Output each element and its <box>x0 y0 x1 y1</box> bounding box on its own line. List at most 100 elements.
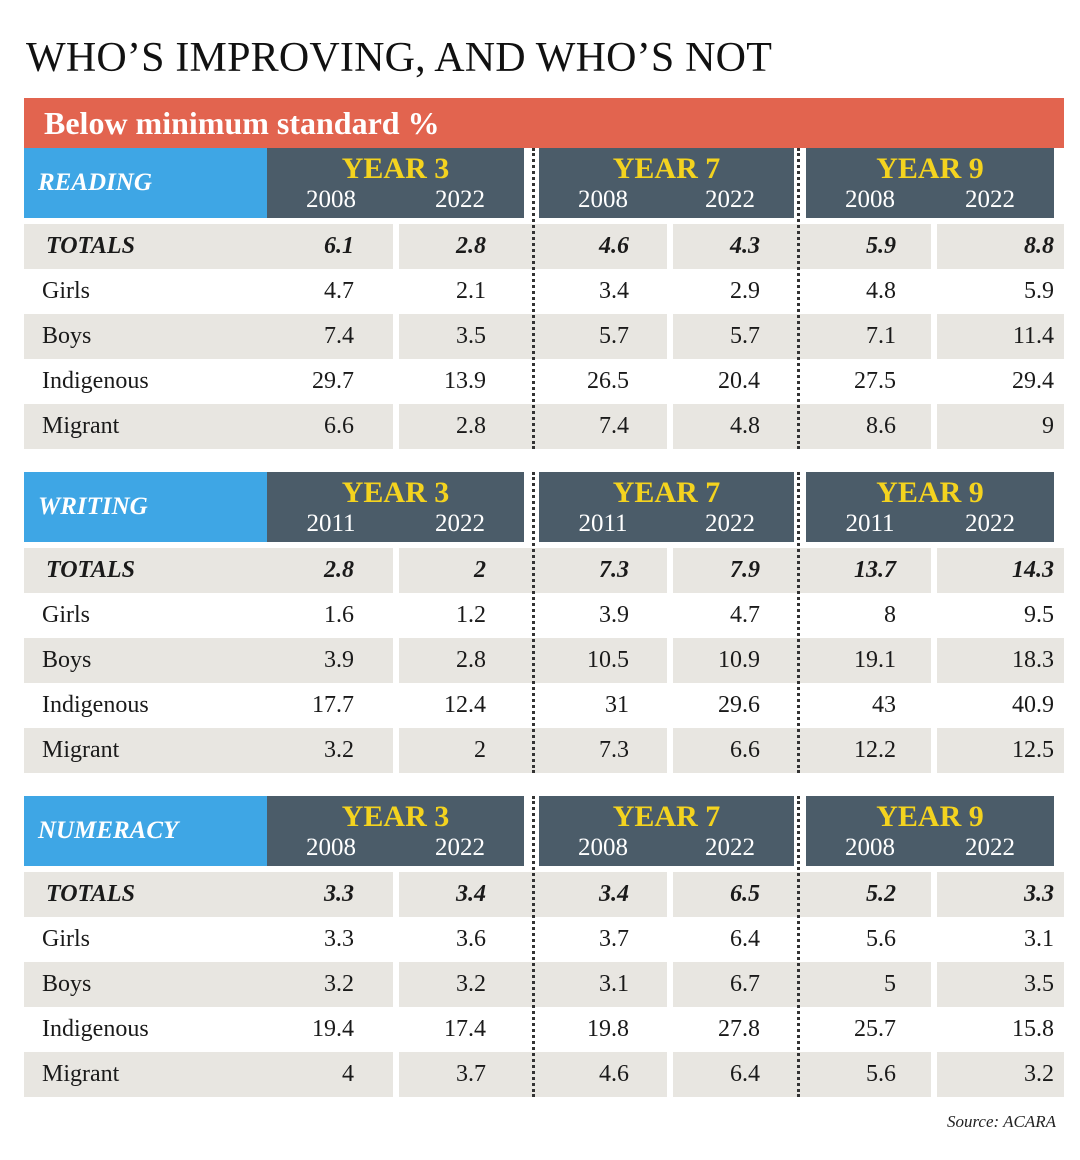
table-cell: 27.8 <box>718 1016 760 1042</box>
table-cell: 7.9 <box>730 557 760 583</box>
table-cell: 5.6 <box>866 926 896 952</box>
table-cell: 6.1 <box>324 233 354 259</box>
table-cell: 4.6 <box>599 233 629 259</box>
row-label: Boys <box>42 323 92 349</box>
table-cell: 7.4 <box>599 413 629 439</box>
year-column-label: 2022 <box>435 186 485 213</box>
table-row: Migrant 4 3.7 4.6 6.4 5.6 3.2 <box>24 1052 1064 1097</box>
year-column-label: 2022 <box>435 834 485 861</box>
column-separator <box>393 872 399 1097</box>
year-column-label: 2022 <box>705 834 755 861</box>
table-cell: 4.6 <box>599 1061 629 1087</box>
row-label: Indigenous <box>42 368 149 394</box>
year-name: YEAR 3 <box>341 800 450 833</box>
table-cell: 8.6 <box>866 413 896 439</box>
table-cell: 1.6 <box>324 602 354 628</box>
row-label: Migrant <box>42 737 120 763</box>
table-row: Boys 7.4 3.5 5.7 5.7 7.1 11.4 <box>24 314 1064 359</box>
table-cell: 9.5 <box>1024 602 1054 628</box>
year-column-label: 2022 <box>965 186 1015 213</box>
banner: Below minimum standard % <box>24 98 1064 148</box>
table-cell: 3.3 <box>324 926 354 952</box>
table-row: Migrant 6.6 2.8 7.4 4.8 8.6 9 <box>24 404 1064 449</box>
table-cell: 10.5 <box>587 647 629 673</box>
table-cell: 5.7 <box>730 323 760 349</box>
table-cell: 29.6 <box>718 692 760 718</box>
section-numeracy: NUMERACY YEAR 3 2008 2022 YEAR 7 2008 2022 YEAR… <box>24 796 1064 1104</box>
year-header: YEAR 7 2008 2022 <box>539 796 794 866</box>
table-row: Indigenous 17.7 12.4 31 29.6 43 40.9 <box>24 683 1064 728</box>
row-label: TOTALS <box>46 881 135 907</box>
table-cell: 19.1 <box>854 647 896 673</box>
table-cell: 3.9 <box>324 647 354 673</box>
row-label: Girls <box>42 926 90 952</box>
year-name: YEAR 7 <box>612 800 721 833</box>
year-column-label: 2011 <box>845 510 895 537</box>
column-separator <box>667 548 673 773</box>
table-cell: 3.6 <box>456 926 486 952</box>
table-cell: 6.7 <box>730 971 760 997</box>
table-cell: 3.4 <box>599 881 629 907</box>
table-cell: 4.3 <box>730 233 760 259</box>
table-cell: 12.5 <box>1012 737 1054 763</box>
year-header: YEAR 3 2011 2022 <box>267 472 524 542</box>
table-cell: 6.4 <box>730 1061 760 1087</box>
table-cell: 26.5 <box>587 368 629 394</box>
column-separator <box>931 224 937 449</box>
year-column-label: 2022 <box>435 510 485 537</box>
table-cell: 2.8 <box>456 647 486 673</box>
year-column-label: 2022 <box>965 510 1015 537</box>
table-cell: 19.4 <box>312 1016 354 1042</box>
year-column-label: 2008 <box>306 186 356 213</box>
table-cell: 2.8 <box>324 557 354 583</box>
table-cell: 3.3 <box>324 881 354 907</box>
table-row: Migrant 3.2 2 7.3 6.6 12.2 12.5 <box>24 728 1064 773</box>
year-header: YEAR 9 2008 2022 <box>806 796 1054 866</box>
table-cell: 1.2 <box>456 602 486 628</box>
row-label: Girls <box>42 602 90 628</box>
table-cell: 4.7 <box>730 602 760 628</box>
table-cell: 3.1 <box>1024 926 1054 952</box>
section-reading: READING YEAR 3 2008 2022 YEAR 7 2008 2022 YEAR … <box>24 148 1064 456</box>
year-column-label: 2008 <box>845 834 895 861</box>
year-header: YEAR 9 2011 2022 <box>806 472 1054 542</box>
table-cell: 4.8 <box>730 413 760 439</box>
year-column-label: 2022 <box>965 834 1015 861</box>
column-separator <box>667 224 673 449</box>
table-cell: 29.4 <box>1012 368 1054 394</box>
table-row: Girls 4.7 2.1 3.4 2.9 4.8 5.9 <box>24 269 1064 314</box>
year-column-label: 2008 <box>578 186 628 213</box>
year-column-label: 2008 <box>306 834 356 861</box>
table-cell: 17.7 <box>312 692 354 718</box>
group-dotted-separator <box>797 472 800 773</box>
table-cell: 4.7 <box>324 278 354 304</box>
group-dotted-separator <box>797 796 800 1097</box>
group-dotted-separator <box>797 148 800 449</box>
table-cell: 5.7 <box>599 323 629 349</box>
table-cell: 5 <box>884 971 896 997</box>
table-cell: 13.9 <box>444 368 486 394</box>
table-cell: 7.1 <box>866 323 896 349</box>
row-label: Girls <box>42 278 90 304</box>
table-cell: 2 <box>474 557 486 583</box>
year-column-label: 2008 <box>578 834 628 861</box>
table-row: Girls 1.6 1.2 3.9 4.7 8 9.5 <box>24 593 1064 638</box>
table-row: Indigenous 19.4 17.4 19.8 27.8 25.7 15.8 <box>24 1007 1064 1052</box>
table-cell: 7.4 <box>324 323 354 349</box>
table-cell: 4 <box>342 1061 354 1087</box>
table-cell: 6.4 <box>730 926 760 952</box>
table-cell: 3.9 <box>599 602 629 628</box>
table-cell: 20.4 <box>718 368 760 394</box>
group-dotted-separator <box>532 472 535 773</box>
year-column-label: 2008 <box>845 186 895 213</box>
row-label: Migrant <box>42 413 120 439</box>
year-name: YEAR 7 <box>612 476 721 509</box>
row-label: TOTALS <box>46 557 135 583</box>
table-row: Indigenous 29.7 13.9 26.5 20.4 27.5 29.4 <box>24 359 1064 404</box>
year-name: YEAR 3 <box>341 152 450 185</box>
table-cell: 40.9 <box>1012 692 1054 718</box>
year-name: YEAR 3 <box>341 476 450 509</box>
table-cell: 18.3 <box>1012 647 1054 673</box>
table-cell: 3.2 <box>1024 1061 1054 1087</box>
table-cell: 10.9 <box>718 647 760 673</box>
